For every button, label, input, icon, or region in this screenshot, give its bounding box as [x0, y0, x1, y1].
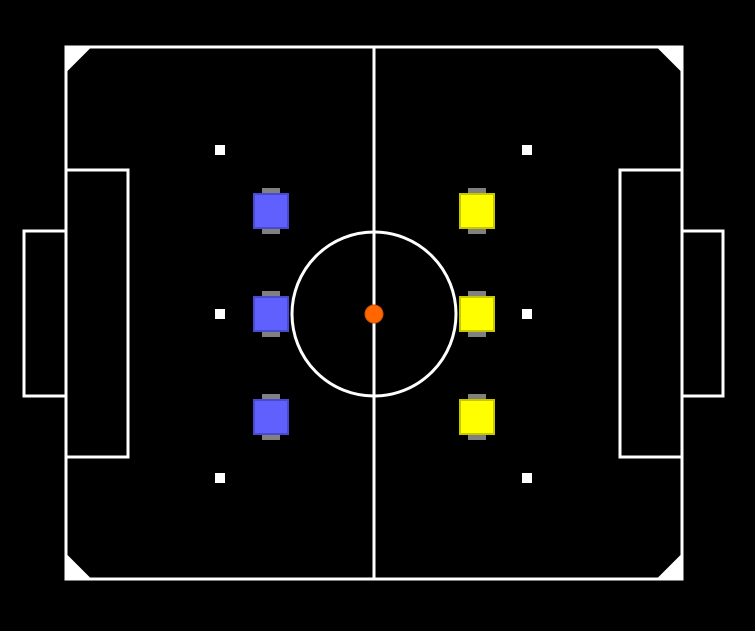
- robot-body: [459, 193, 495, 229]
- free-kick-mark: [522, 145, 532, 155]
- free-kick-mark: [522, 473, 532, 483]
- wheel-icon: [262, 291, 280, 297]
- robot-body: [253, 193, 289, 229]
- blue-robot[interactable]: [253, 394, 289, 440]
- corner-marker-bottom-left: [64, 552, 93, 581]
- wheel-icon: [468, 291, 486, 297]
- wheel-icon: [262, 434, 280, 440]
- center-circle: [290, 230, 458, 398]
- ball-icon[interactable]: [364, 304, 384, 324]
- wheel-icon: [262, 394, 280, 400]
- yellow-robot[interactable]: [459, 188, 495, 234]
- blue-robot[interactable]: [253, 188, 289, 234]
- wheel-icon: [468, 331, 486, 337]
- wheel-icon: [468, 434, 486, 440]
- wheel-icon: [468, 228, 486, 234]
- wheel-icon: [262, 331, 280, 337]
- robot-body: [459, 399, 495, 435]
- right-goal: [680, 229, 725, 398]
- wheel-icon: [468, 394, 486, 400]
- yellow-robot[interactable]: [459, 291, 495, 337]
- free-kick-mark: [215, 145, 225, 155]
- robot-body: [253, 296, 289, 332]
- free-kick-mark: [522, 309, 532, 319]
- corner-marker-top-right: [655, 45, 684, 74]
- corner-marker-bottom-right: [655, 552, 684, 581]
- yellow-robot[interactable]: [459, 394, 495, 440]
- robot-body: [459, 296, 495, 332]
- blue-robot[interactable]: [253, 291, 289, 337]
- free-kick-mark: [215, 309, 225, 319]
- corner-marker-top-left: [64, 45, 93, 74]
- free-kick-mark: [215, 473, 225, 483]
- wheel-icon: [262, 228, 280, 234]
- wheel-icon: [468, 188, 486, 194]
- left-goal: [22, 229, 68, 398]
- robot-body: [253, 399, 289, 435]
- wheel-icon: [262, 188, 280, 194]
